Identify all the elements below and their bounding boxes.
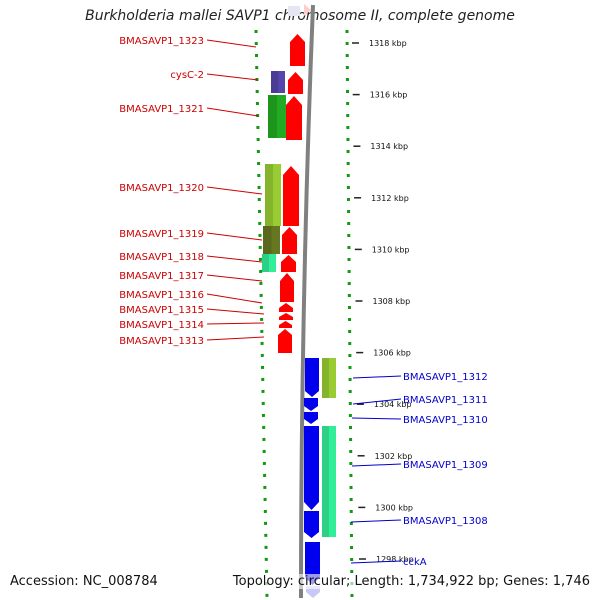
scale-label: 1302 kbp <box>375 452 413 461</box>
cog-box-1319-shade <box>263 226 272 254</box>
gene-1318 <box>281 255 296 272</box>
label-leader <box>206 322 265 325</box>
cog-box-1321-shade <box>268 95 277 138</box>
gene-1315 <box>279 313 293 320</box>
label-leader <box>206 39 257 48</box>
gene-label-forward: cckA <box>403 557 427 568</box>
cog-box-1321 <box>268 95 286 138</box>
label-leader <box>352 375 402 379</box>
label-leader <box>206 232 263 241</box>
scale-label: 1310 kbp <box>372 245 410 254</box>
cog-box-cysC-shade <box>271 71 278 93</box>
track-rail-2 <box>345 29 354 599</box>
label-leader <box>351 463 402 467</box>
gene-label-forward: BMASAVP1_1309 <box>403 460 488 471</box>
gene-1319 <box>282 227 297 254</box>
gene-faded-bottom <box>306 586 320 598</box>
scale-label: 1298 kbp <box>376 555 414 564</box>
gene-track <box>278 34 320 598</box>
gene-1314 <box>279 321 292 328</box>
gene-1311 <box>304 398 318 411</box>
scale-label: 1314 kbp <box>370 142 408 151</box>
scale-label: 1300 kbp <box>375 503 413 512</box>
cog-box-1309-1308 <box>322 426 336 537</box>
gene-label-reverse: cysC-2 <box>170 70 204 81</box>
gene-label-reverse: BMASAVP1_1314 <box>119 320 204 331</box>
backbone <box>288 4 315 599</box>
gene-label-reverse: BMASAVP1_1318 <box>119 252 204 263</box>
cog-box-1309-1308-shade <box>322 426 329 537</box>
label-leader <box>206 336 265 341</box>
cog-box-1312 <box>322 358 336 398</box>
cog-box-1318-shade <box>262 254 269 272</box>
gene-label-forward: BMASAVP1_1311 <box>403 395 488 406</box>
label-leader <box>206 293 263 304</box>
gene-1320 <box>283 166 299 226</box>
faded-gene-top-arrow <box>304 4 311 16</box>
gene-1309 <box>304 426 319 510</box>
label-leader <box>351 417 402 420</box>
label-leader <box>206 73 259 81</box>
genome-backbone-line <box>299 4 315 599</box>
scale-label: 1316 kbp <box>370 91 408 100</box>
gene-1313 <box>278 329 292 353</box>
label-leader <box>206 308 265 315</box>
label-leader <box>350 519 402 523</box>
accession-label: Accession: NC_008784 <box>10 574 158 589</box>
gene-label-reverse: BMASAVP1_1319 <box>119 229 204 240</box>
gene-label-reverse: BMASAVP1_1317 <box>119 271 204 282</box>
gene-label-reverse: BMASAVP1_1320 <box>119 183 204 194</box>
scale-ticks: 1318 kbp 1316 kbp 1314 kbp 1312 kbp 1310 kbp… <box>352 39 414 564</box>
cog-box-1318 <box>262 254 276 272</box>
gene-label-forward: BMASAVP1_1310 <box>403 415 488 426</box>
scale-label: 1306 kbp <box>373 349 411 358</box>
label-leader <box>206 274 263 282</box>
gene-1323 <box>290 34 305 66</box>
cog-box-1312-shade <box>322 358 329 398</box>
faded-gene-top <box>288 6 300 16</box>
label-leader <box>206 255 263 263</box>
scale-label: 1318 kbp <box>369 39 407 48</box>
gene-label-reverse: BMASAVP1_1321 <box>119 104 204 115</box>
gene-label-forward: BMASAVP1_1312 <box>403 372 488 383</box>
cog-box-cysC <box>271 71 285 93</box>
gene-label-reverse: BMASAVP1_1315 <box>119 305 204 316</box>
gene-1308 <box>304 511 319 538</box>
topology-label: Topology: circular; Length: 1,734,922 bp… <box>232 574 590 589</box>
cog-box-1320-upper <box>265 164 281 226</box>
label-leader <box>206 186 263 195</box>
gene-1321 <box>286 96 302 140</box>
gene-label-reverse: BMASAVP1_1323 <box>119 36 204 47</box>
gene-label-reverse: BMASAVP1_1316 <box>119 290 204 301</box>
label-leader <box>352 398 402 405</box>
gene-cysC-2 <box>288 72 303 94</box>
label-leader <box>206 107 259 117</box>
label-leader <box>350 560 402 564</box>
cog-track <box>262 71 336 537</box>
cog-box-1320-upper-shade <box>265 164 273 226</box>
scale-label: 1312 kbp <box>371 194 409 203</box>
gene-label-forward: BMASAVP1_1308 <box>403 516 488 527</box>
cog-box-1319 <box>263 226 280 254</box>
gene-label-reverse: BMASAVP1_1313 <box>119 336 204 347</box>
scale-label: 1304 kbp <box>374 400 412 409</box>
scale-label: 1308 kbp <box>373 297 411 306</box>
gene-1310 <box>304 412 318 424</box>
gene-1316 <box>279 303 293 312</box>
gene-labels: BMASAVP1_1323 cysC-2 BMASAVP1_1321 BMASAVP1… <box>119 36 488 568</box>
gene-1317 <box>280 273 294 302</box>
gene-1312 <box>305 358 319 397</box>
